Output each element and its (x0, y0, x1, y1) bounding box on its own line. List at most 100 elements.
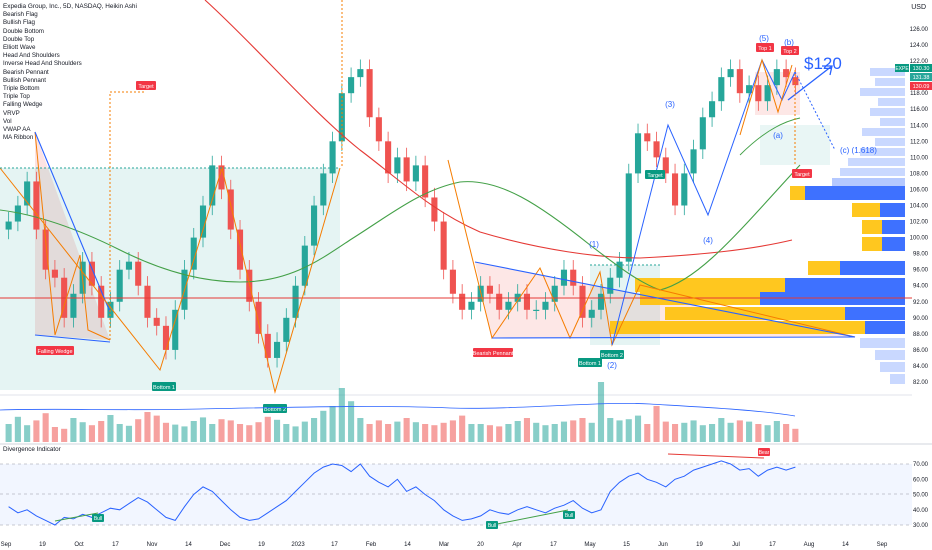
legend-item[interactable]: Double Top (3, 35, 35, 43)
volume-bar (79, 422, 86, 442)
volume-bar (218, 419, 225, 442)
svg-text:Top 2: Top 2 (783, 49, 796, 55)
time-tick-label: Sep (1, 542, 12, 548)
badge-bottom1-b: Bottom 1 (578, 358, 602, 367)
target-arrowhead (822, 65, 833, 76)
legend-item[interactable]: Vol (3, 117, 12, 125)
badge-bearish-pennant: Bearish Pennant (473, 348, 514, 357)
candle-body (764, 85, 771, 102)
volume-bar (236, 424, 244, 442)
volume-bar (431, 425, 438, 442)
price-tick-label: 88.00 (913, 332, 929, 338)
badge-top2: Top 2 (781, 46, 799, 55)
volume-bar (375, 420, 382, 442)
svg-text:Bottom 1: Bottom 1 (153, 385, 175, 391)
badge-bottom2-b: Bottom 2 (600, 350, 624, 359)
badge-bottom2-a: Bottom 2 (263, 404, 287, 413)
candle-body (348, 77, 355, 94)
wave-4-label: (4) (703, 236, 713, 245)
price-tick-label: 86.00 (913, 348, 929, 354)
legend-item[interactable]: Bullish Pennant (3, 76, 46, 84)
candle-body (690, 149, 697, 174)
ma-green-fast (739, 117, 801, 156)
volume-ma-line (0, 402, 796, 417)
elliott-wave-line (611, 58, 796, 346)
volume-bar (607, 418, 614, 442)
candle-body (634, 133, 642, 174)
candle-body (98, 285, 105, 318)
legend-item[interactable]: Double Bottom (3, 27, 44, 35)
time-tick-label: Mar (439, 542, 449, 548)
volume-bar (542, 425, 549, 442)
volume-bar (273, 419, 281, 442)
candle-body (486, 285, 493, 294)
legend-item[interactable]: Bearish Pennant (3, 68, 49, 76)
wave-2-label: (2) (607, 361, 617, 370)
time-tick-label: 17 (550, 542, 557, 548)
time-tick-label: Nov (147, 542, 158, 548)
candle-body (311, 205, 318, 246)
time-tick-label: 2023 (291, 542, 305, 548)
bear-div-1 (667, 453, 765, 459)
svg-text:Falling Wedge: Falling Wedge (37, 349, 72, 355)
legend-item[interactable]: Triple Top (3, 93, 30, 101)
rsi-axis[interactable]: 70.00 60.00 50.00 40.00 30.00 (913, 462, 929, 529)
price-tick-label: 94.00 (913, 284, 929, 290)
price-tick-label: 104.00 (910, 204, 929, 210)
candle-body (162, 325, 170, 350)
volume-bar (181, 426, 188, 442)
candle-body (394, 157, 401, 174)
candle-body (431, 197, 438, 222)
price-tick-label: 124.00 (910, 43, 929, 49)
legend-item[interactable]: Falling Wedge (3, 101, 43, 109)
candle-body (718, 77, 725, 102)
price-tick-label: 116.00 (910, 107, 929, 113)
time-tick-label: 19 (39, 542, 46, 548)
candle-body (246, 269, 253, 302)
price-tick-label: 118.00 (910, 91, 929, 97)
price-axis[interactable]: 126.00124.00122.00120.00118.00116.00114.… (910, 27, 929, 386)
price-tick-label: 82.00 (913, 380, 929, 386)
candle-body (116, 269, 123, 302)
volume-bar (681, 422, 688, 442)
svg-text:Bottom 1: Bottom 1 (579, 361, 601, 367)
price-tick-label: 100.00 (910, 236, 929, 242)
ma-red-line (204, 0, 793, 259)
time-axis[interactable]: Sep 19 Oct 17 Nov 14 Dec 19 2023 17 Feb 14 Mar 20 Apr 1… (1, 542, 888, 548)
candle-body (70, 293, 77, 318)
volume-bar (14, 416, 21, 442)
candle-body (320, 173, 327, 206)
volume-bar (616, 420, 623, 442)
legend-item[interactable]: Inverse Head And Shoulders (3, 60, 82, 68)
wave-c-projection (794, 71, 836, 151)
badge-bottom1-a: Bottom 1 (152, 382, 176, 391)
legend-item[interactable]: VRVP (3, 109, 20, 117)
candle-body (662, 157, 669, 174)
volume-bar (227, 420, 234, 442)
legend-item[interactable]: Elliott Wave (3, 44, 36, 52)
time-tick-label: 19 (696, 542, 703, 548)
svg-text:Bull: Bull (94, 516, 102, 522)
candle-body (51, 269, 58, 278)
volume-bar (292, 426, 299, 442)
volume-bar (690, 420, 697, 442)
volume-bar (773, 421, 780, 442)
candle-body (385, 141, 392, 174)
candle-body (88, 261, 95, 286)
price-tick-label: 122.00 (910, 59, 929, 65)
double-bottom-zone (0, 168, 340, 390)
volume-bar (477, 424, 484, 442)
legend-item[interactable]: MA Ribbon (3, 134, 34, 142)
rsi-tick-label: 60.00 (913, 477, 929, 483)
svg-text:Bear: Bear (759, 450, 770, 456)
legend-item[interactable]: Bullish Flag (3, 19, 35, 27)
legend-item[interactable]: Bearish Flag (3, 11, 38, 19)
legend-item[interactable]: Head And Shoulders (3, 52, 60, 60)
candle-body (209, 165, 216, 206)
legend-item[interactable]: Triple Bottom (3, 85, 40, 93)
svg-text:Bottom 2: Bottom 2 (601, 353, 623, 359)
time-tick-label: 19 (258, 542, 265, 548)
candle-body (227, 189, 234, 230)
legend-item[interactable]: VWAP AA (3, 126, 31, 134)
